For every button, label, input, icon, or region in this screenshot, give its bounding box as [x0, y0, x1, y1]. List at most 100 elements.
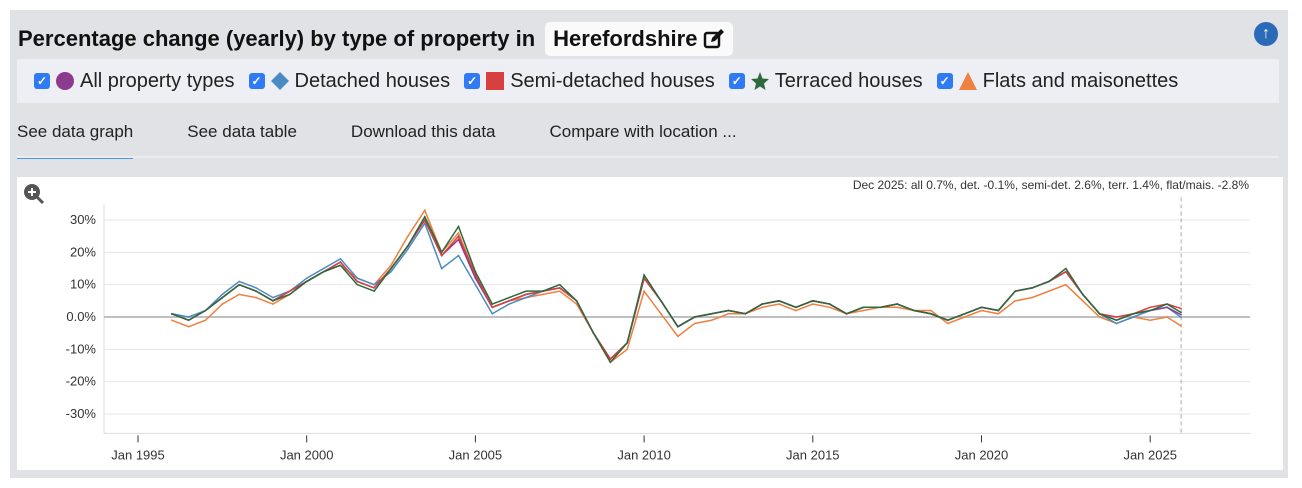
data-point	[356, 280, 359, 283]
data-point	[778, 303, 780, 305]
data-point	[221, 296, 224, 299]
data-point	[204, 319, 207, 322]
y-tick-label: 30%	[70, 212, 96, 227]
series-line-flats-and-maisonettes[interactable]	[171, 208, 1182, 364]
legend-item-flats[interactable]: ✓ Flats and maisonettes	[936, 70, 1178, 93]
data-point	[1149, 319, 1151, 322]
zoom-in-icon[interactable]	[24, 184, 45, 205]
data-point	[289, 293, 291, 296]
data-point	[592, 332, 595, 334]
data-point	[930, 309, 932, 312]
legend-item-detached[interactable]: ✓ Detached houses	[248, 70, 450, 93]
data-point	[828, 303, 831, 305]
data-point	[1031, 287, 1033, 289]
data-point	[1065, 270, 1067, 273]
data-point	[896, 303, 898, 305]
x-tick-label: Jan 2005	[449, 447, 503, 462]
tab-download[interactable]: Download this data	[350, 122, 496, 141]
series-line-all-property-types[interactable]	[171, 218, 1182, 361]
data-point	[1115, 322, 1118, 325]
data-point	[508, 296, 510, 299]
arrow-up-circle-icon[interactable]: ↑	[1254, 22, 1278, 46]
data-point	[255, 296, 257, 299]
data-point	[879, 306, 882, 309]
data-point	[457, 254, 460, 257]
tab-data-graph[interactable]: See data graph	[17, 118, 134, 159]
x-tick-label: Jan 2010	[617, 447, 671, 462]
data-point	[390, 264, 392, 267]
data-point	[862, 309, 865, 312]
legend-item-all[interactable]: ✓ All property types	[34, 70, 235, 93]
data-point	[356, 283, 359, 286]
data-point	[221, 303, 224, 305]
x-tick-label: Jan 2020	[955, 447, 1009, 462]
data-point	[761, 306, 763, 309]
data-point	[1149, 306, 1151, 309]
data-point	[457, 238, 460, 241]
series-line-terraced-houses[interactable]	[171, 215, 1182, 364]
data-point	[525, 296, 527, 299]
tab-compare[interactable]: Compare with location ...	[549, 122, 737, 141]
data-point	[491, 306, 494, 309]
data-point	[795, 309, 797, 312]
line-chart: 30% 20% 10% 0.0% -10% -20% -30% Jan 1995 Jan 200…	[24, 178, 1250, 462]
data-point	[373, 283, 375, 286]
data-point	[575, 300, 578, 302]
legend-item-semi[interactable]: ✓ Semi-detached houses	[464, 70, 715, 93]
data-point	[609, 361, 612, 364]
data-point	[407, 245, 409, 247]
data-point	[289, 290, 291, 292]
data-point	[390, 267, 392, 270]
checkbox[interactable]: ✓	[936, 73, 953, 89]
data-point	[170, 312, 173, 315]
data-point	[238, 280, 241, 283]
data-point	[238, 293, 241, 296]
data-point	[896, 306, 898, 309]
y-tick-label: 20%	[70, 244, 96, 259]
data-point	[339, 258, 342, 260]
edit-icon[interactable]	[703, 28, 725, 50]
data-point	[744, 312, 747, 315]
tab-data-table[interactable]: See data table	[187, 122, 297, 141]
y-tick-label: -10%	[66, 341, 97, 356]
data-point	[1149, 309, 1151, 312]
chart-annotation: Dec 2025: all 0.7%, det. -0.1%, semi-det…	[853, 178, 1250, 192]
legend-item-terraced[interactable]: ✓ Terraced houses	[728, 70, 923, 93]
data-point	[272, 296, 274, 299]
triangle-marker-icon	[958, 72, 977, 90]
chart-panel: Percentage change (yearly) by type of pr…	[10, 10, 1288, 478]
data-point	[474, 277, 477, 280]
checkbox[interactable]: ✓	[464, 73, 481, 89]
x-tick-label: Jan 2015	[786, 447, 840, 462]
data-point	[946, 322, 949, 325]
data-point	[542, 293, 544, 296]
x-tick-label: Jan 2000	[280, 447, 334, 462]
data-point	[963, 312, 966, 315]
checkbox[interactable]: ✓	[248, 73, 265, 89]
series-line-detached-houses[interactable]	[171, 221, 1182, 361]
data-point	[491, 303, 494, 305]
checkbox[interactable]: ✓	[34, 73, 50, 89]
data-point	[170, 319, 173, 322]
data-point	[761, 303, 763, 305]
data-point	[643, 274, 645, 276]
legend: ✓ All property types ✓ Detached houses ✓ Se…	[17, 59, 1279, 103]
checkbox[interactable]: ✓	[728, 73, 745, 89]
data-point	[845, 312, 848, 315]
data-point	[997, 312, 1000, 315]
data-point	[339, 261, 342, 263]
legend-label: Semi-detached houses	[510, 69, 715, 92]
data-point	[1180, 313, 1182, 316]
y-tick-label: -30%	[66, 406, 97, 421]
series-line-semi-detached-houses[interactable]	[171, 218, 1182, 361]
data-point	[1081, 293, 1084, 296]
data-point	[643, 290, 645, 292]
data-point	[390, 270, 392, 273]
data-point	[1166, 306, 1168, 309]
data-point	[440, 254, 443, 257]
data-point	[204, 309, 207, 312]
data-point	[660, 312, 662, 315]
data-point	[626, 342, 629, 344]
star-marker-icon	[750, 72, 769, 90]
location-selector[interactable]: Herefordshire	[545, 22, 734, 56]
